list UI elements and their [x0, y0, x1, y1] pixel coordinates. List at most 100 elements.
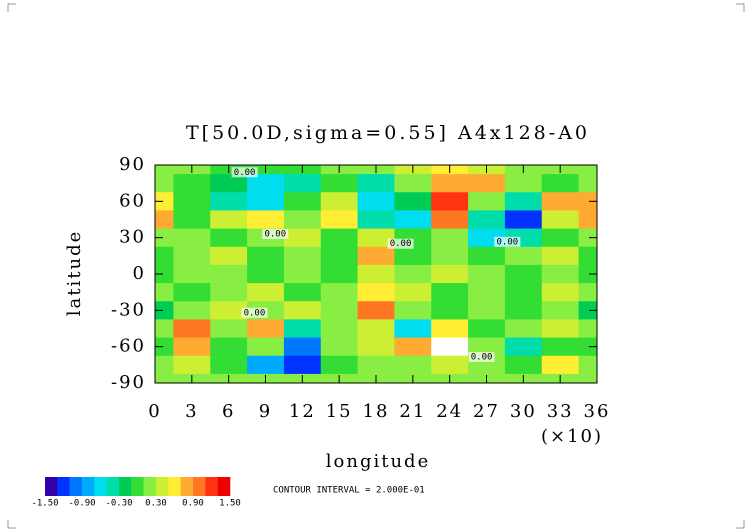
field-cell: [283, 301, 322, 320]
field-cell: [173, 301, 211, 320]
field-cell: [431, 283, 469, 302]
field-cell: [357, 355, 395, 375]
field-cell: [578, 174, 597, 193]
field-cell: [283, 264, 322, 284]
field-cell: [173, 228, 211, 248]
colorbar-box: [82, 477, 95, 496]
field-cell: [357, 283, 395, 302]
field-cell: [394, 337, 432, 357]
field-cell: [155, 264, 174, 284]
field-cell: [155, 174, 174, 193]
field-cell: [210, 355, 248, 375]
x-tick-label: 33: [547, 401, 574, 422]
field-cell: [247, 337, 285, 357]
colorbar-tick-label: -1.50: [31, 499, 58, 509]
x-axis-note: (×10): [541, 426, 603, 447]
field-cell: [541, 264, 580, 284]
field-cell: [210, 319, 248, 339]
x-tick-label: 27: [473, 401, 500, 422]
x-tick-label: 21: [399, 401, 426, 422]
field-cell: [210, 174, 248, 193]
x-tick-label: 15: [326, 401, 353, 422]
contour-label: 0.00: [471, 352, 493, 362]
field-cell: [431, 319, 469, 339]
y-tick-label: 0: [133, 263, 146, 284]
field-cell: [320, 264, 359, 284]
x-tick-label: 3: [185, 401, 198, 422]
field-cell: [357, 337, 395, 357]
field-cell: [283, 192, 322, 211]
contour-label: 0.00: [497, 237, 519, 247]
colorbar-tick-label: 1.50: [219, 499, 241, 509]
colorbar-box: [168, 477, 181, 496]
chart-title: T[50.0D,sigma=0.55] A4x128-A0: [186, 122, 590, 144]
colorbar-box: [131, 477, 144, 496]
field-cell: [247, 355, 285, 375]
field-cell: [431, 210, 469, 230]
field-cell: [320, 192, 359, 211]
field-cell: [283, 228, 322, 248]
field-cell: [578, 373, 597, 383]
field-cell: [283, 283, 322, 302]
field-cell: [155, 165, 174, 175]
field-cell: [431, 228, 469, 248]
x-tick-label: 18: [363, 401, 390, 422]
field-cell: [320, 228, 359, 248]
field-cell: [541, 337, 580, 357]
x-tick-label: 9: [259, 401, 272, 422]
field-cell: [357, 246, 395, 266]
field-cell: [357, 210, 395, 230]
field-cell: [173, 264, 211, 284]
field-cell: [504, 264, 543, 284]
field-cell: [394, 319, 432, 339]
field-cell: [320, 174, 359, 193]
field-cell: [394, 174, 432, 193]
field-cell: [247, 264, 285, 284]
colorbar-box: [94, 477, 107, 496]
x-tick-label: 12: [289, 401, 316, 422]
x-tick-label: 36: [584, 401, 611, 422]
field-cell: [468, 283, 506, 302]
field-cell: [578, 246, 597, 266]
colorbar-box: [45, 477, 58, 496]
field-cell: [394, 355, 432, 375]
field-cell: [320, 355, 359, 375]
field-cell: [504, 337, 543, 357]
field-cell: [468, 264, 506, 284]
field-cell: [155, 355, 174, 375]
field-cell: [247, 192, 285, 211]
colorbar-box: [69, 477, 83, 496]
y-tick-label: -30: [111, 299, 146, 320]
field-cell: [578, 355, 597, 375]
colorbar-box: [180, 477, 194, 496]
field-cell: [357, 192, 395, 211]
field-cell: [578, 264, 597, 284]
colorbar-tick-label: -0.90: [68, 499, 95, 509]
field-cell: [431, 337, 469, 357]
field-cell: [210, 337, 248, 357]
field-cell: [541, 355, 580, 375]
colorbar-box: [106, 477, 120, 496]
contour-label-bg: [387, 238, 414, 249]
y-tick-label: -60: [111, 336, 146, 357]
field-cell: [504, 192, 543, 211]
y-tick-label: 60: [119, 190, 146, 211]
contour-interval: CONTOUR INTERVAL = 2.000E-01: [273, 486, 425, 496]
field-cell: [468, 174, 506, 193]
field-cell: [210, 283, 248, 302]
field-cell: [431, 355, 469, 375]
field-cell: [155, 373, 174, 383]
colorbar-tick-label: -0.30: [105, 499, 132, 509]
field-cell: [394, 264, 432, 284]
x-tick-label: 30: [510, 401, 537, 422]
field-cell: [173, 246, 211, 266]
corner-marks: [7, 3, 745, 529]
field-cell: [283, 319, 322, 339]
field-cell: [504, 355, 543, 375]
colorbar-box: [57, 477, 70, 496]
field-cell: [210, 246, 248, 266]
field-cell: [173, 210, 211, 230]
field-cell: [173, 319, 211, 339]
colorbar-box: [143, 477, 157, 496]
